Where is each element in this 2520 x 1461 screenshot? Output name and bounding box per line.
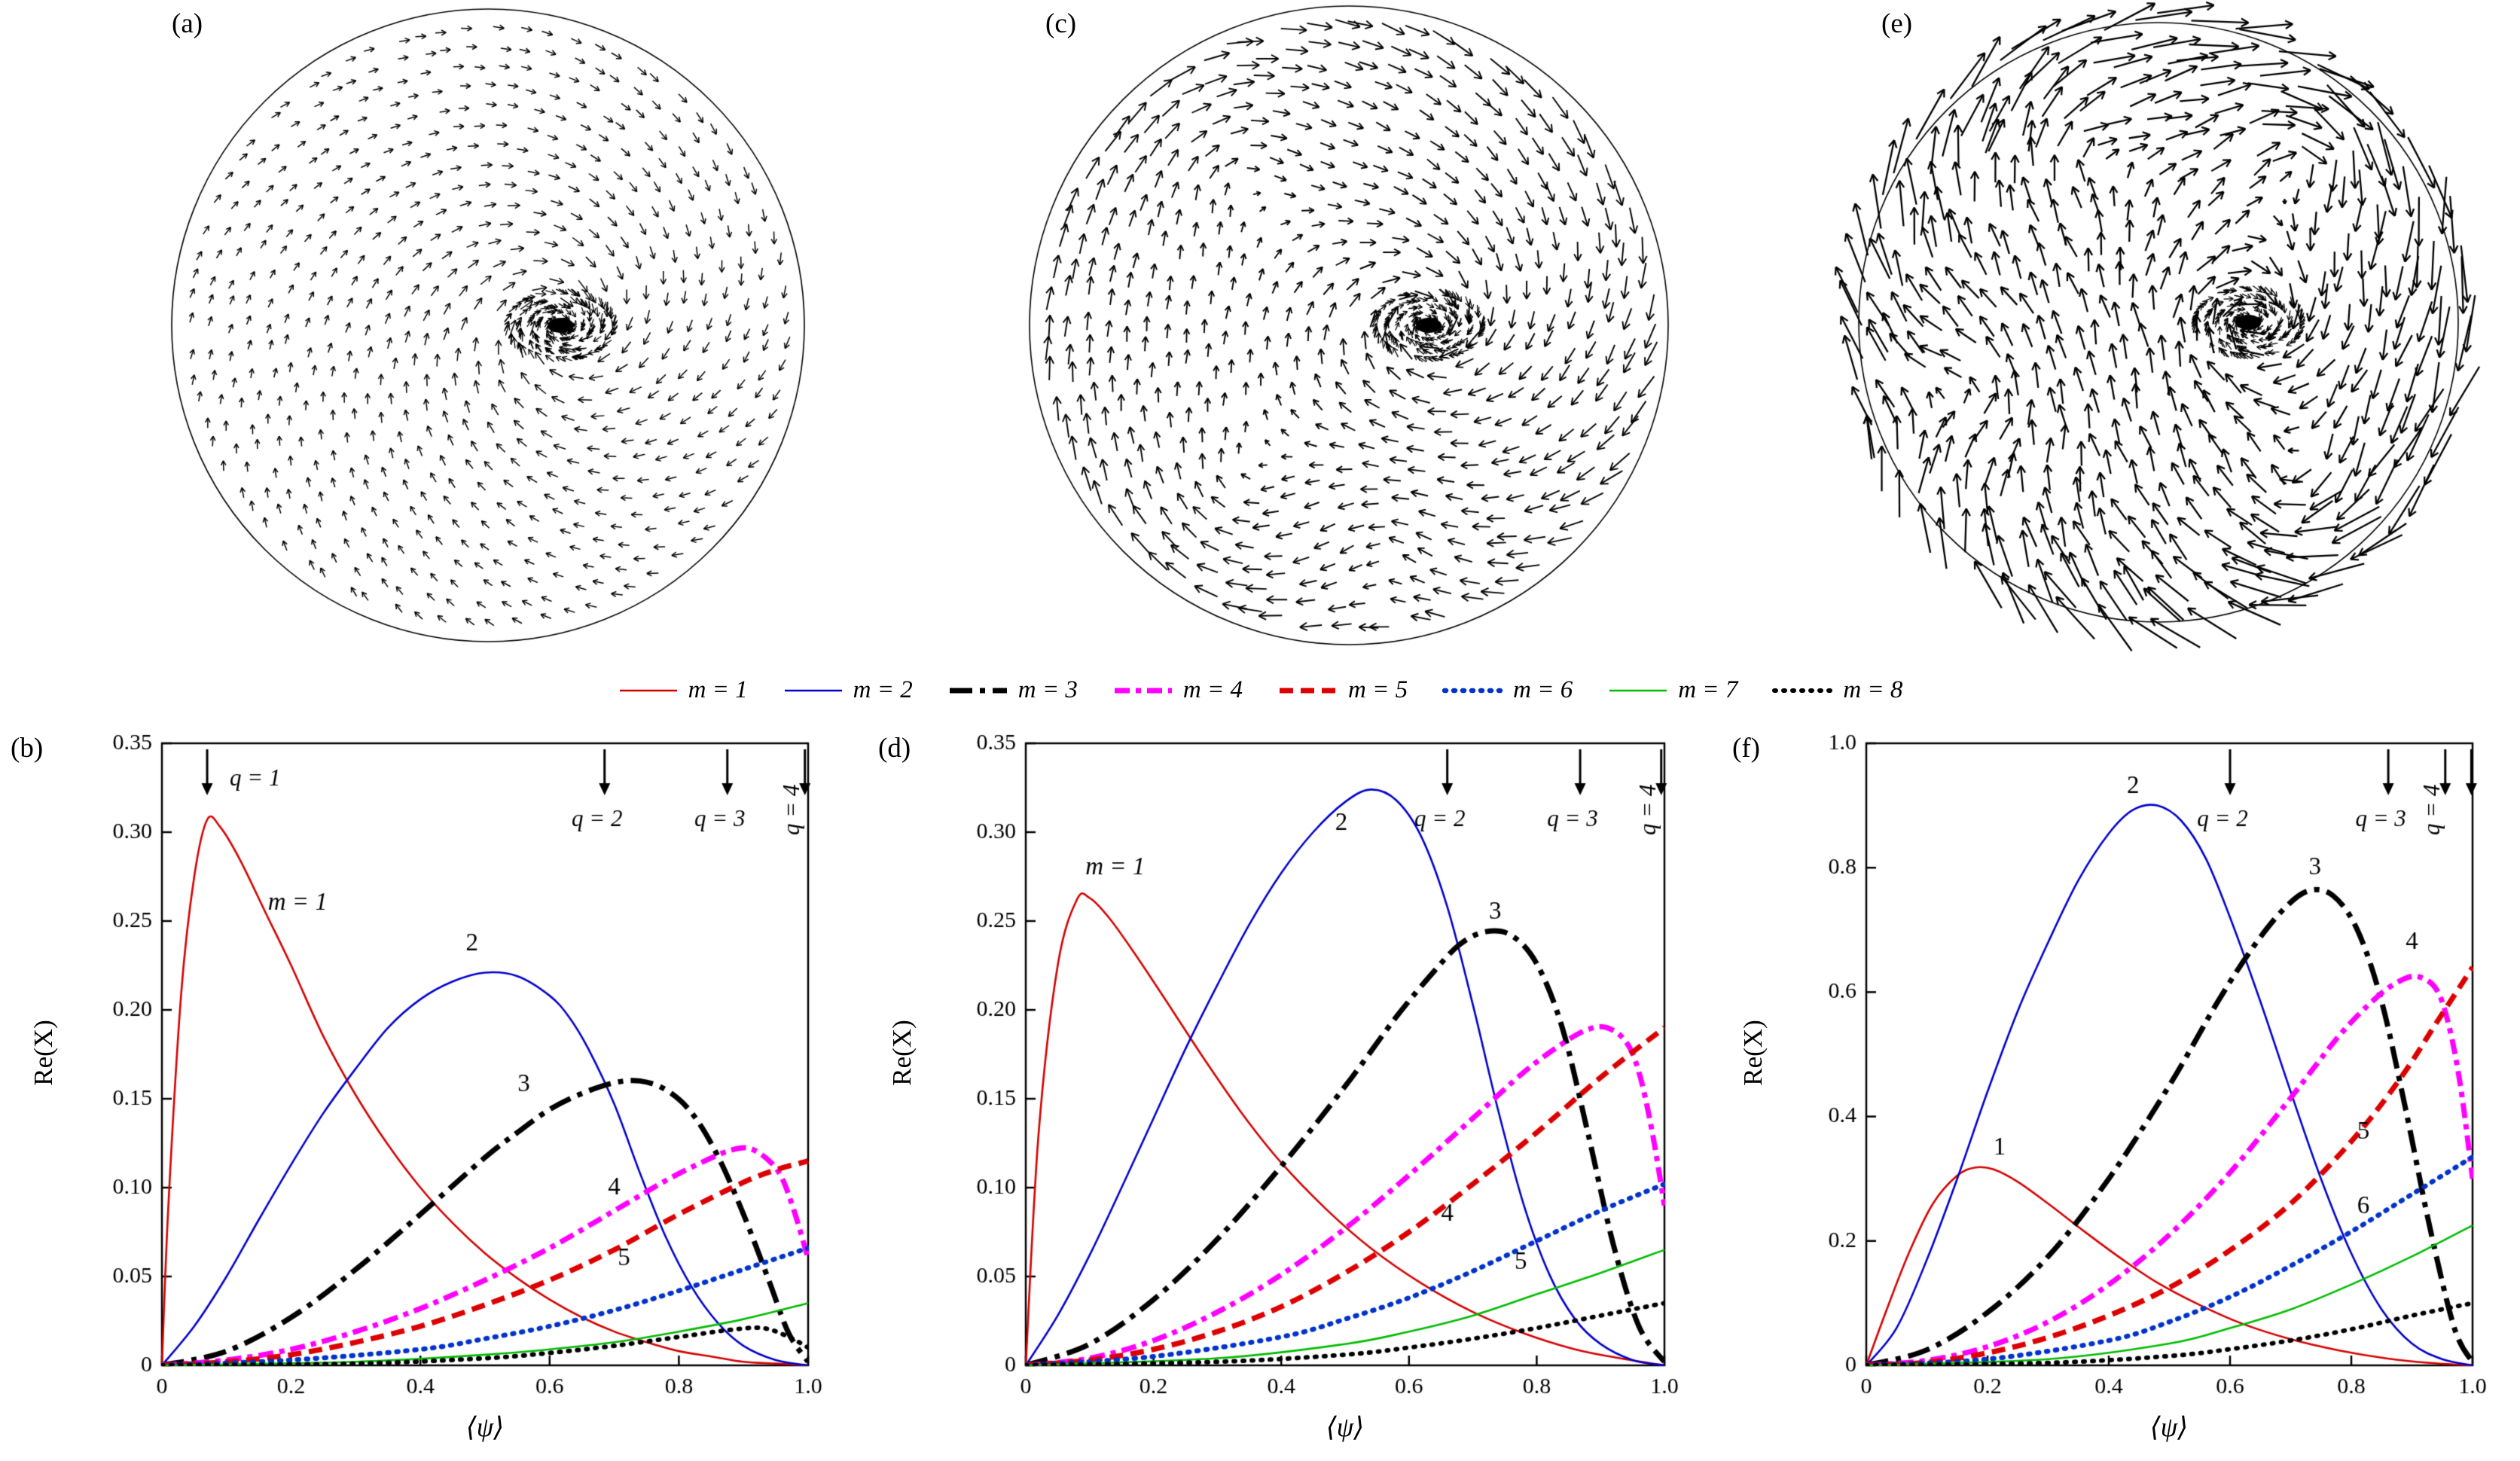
legend-item-m2: m = 2 <box>783 676 913 704</box>
panel-f-y-axis-label: Re(X) <box>1738 1020 1768 1086</box>
legend-label-m8: m = 8 <box>1843 676 1903 703</box>
legend-line-sample-m8 <box>1772 688 1835 693</box>
legend-line-sample-m6 <box>1442 688 1505 693</box>
panel-b-x-axis-label: ⟨ψ⟩ <box>465 1412 505 1442</box>
legend-item-m4: m = 4 <box>1112 676 1243 704</box>
panel-c-quiver-plot <box>1010 0 1688 663</box>
panel-e-quiver-plot <box>1820 0 2497 663</box>
legend-item-m6: m = 6 <box>1442 676 1573 704</box>
legend-label-m6: m = 6 <box>1513 676 1573 703</box>
panel-b-chart <box>45 708 889 1461</box>
panel-f-x-axis-label: ⟨ψ⟩ <box>2149 1412 2189 1442</box>
panel-b-y-axis-label: Re(X) <box>29 1020 58 1086</box>
legend-label-m4: m = 4 <box>1182 676 1243 703</box>
legend-item-m7: m = 7 <box>1607 676 1737 704</box>
panel-d-chart <box>934 708 1762 1461</box>
legend-label-m5: m = 5 <box>1348 676 1408 703</box>
legend-item-m5: m = 5 <box>1277 676 1408 704</box>
legend-label-m2: m = 2 <box>853 676 913 703</box>
legend-line-sample-m2 <box>784 689 842 691</box>
legend-line-sample-m4 <box>1114 688 1172 693</box>
legend-line-sample-m7 <box>1609 689 1667 691</box>
panel-b-label: (b) <box>11 733 44 764</box>
legend-label-m3: m = 3 <box>1017 676 1078 703</box>
legend-item-m1: m = 1 <box>618 676 748 704</box>
legend-line-sample-m3 <box>949 688 1007 693</box>
legend-label-m1: m = 1 <box>688 676 748 703</box>
panel-d-y-axis-label: Re(X) <box>887 1020 917 1086</box>
legend-line-sample-m1 <box>619 689 677 691</box>
legend-label-m7: m = 7 <box>1678 676 1738 703</box>
legend-item-m8: m = 8 <box>1772 676 1902 704</box>
legend-item-m3: m = 3 <box>947 676 1078 704</box>
figure-legend: m = 1 m = 2 m = 3 m = 4 m = 5 m = 6 m = 7 m = 8 <box>0 676 2520 704</box>
panel-f-chart <box>1777 708 2520 1461</box>
legend-line-sample-m5 <box>1280 688 1337 693</box>
panel-a-quiver-plot <box>149 0 827 663</box>
panel-d-x-axis-label: ⟨ψ⟩ <box>1326 1412 1365 1442</box>
